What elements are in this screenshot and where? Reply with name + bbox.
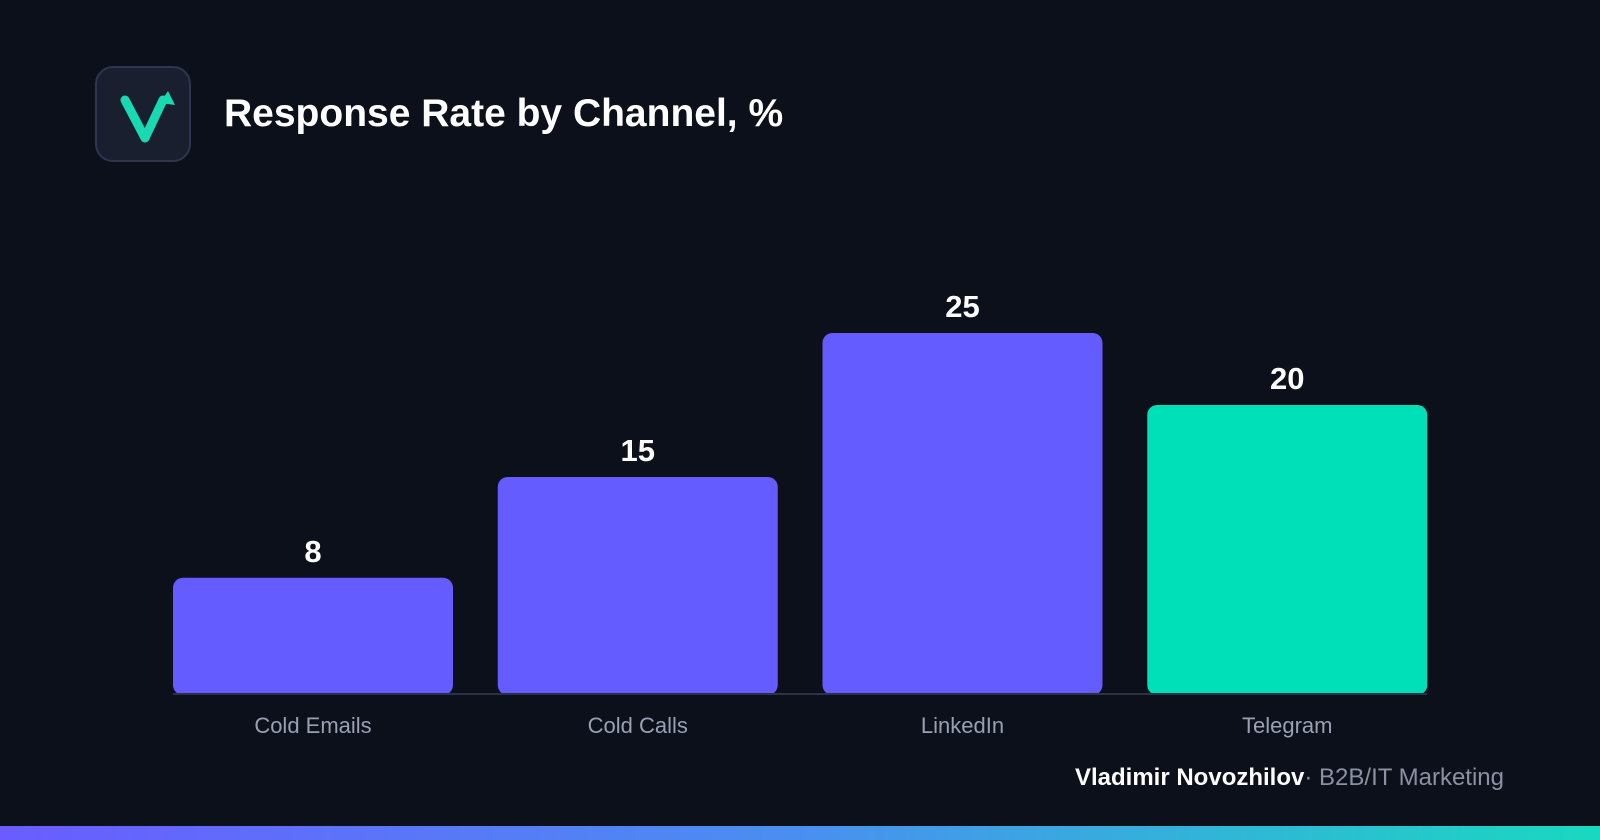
bar-linkedin xyxy=(822,333,1103,695)
bar-telegram xyxy=(1147,405,1428,695)
data-label: 15 xyxy=(621,433,655,468)
footer-tagline: B2B/IT Marketing xyxy=(1319,764,1504,791)
bottom-gradient-bar xyxy=(0,826,1600,840)
x-tick-label: LinkedIn xyxy=(921,713,1004,738)
bar-cold-calls xyxy=(497,477,778,695)
checkmark-arrow-icon xyxy=(120,91,175,143)
data-label: 25 xyxy=(945,289,979,324)
x-tick-label: Cold Emails xyxy=(254,713,371,738)
bar-cold-emails xyxy=(173,577,453,695)
data-label: 20 xyxy=(1270,361,1304,396)
x-tick-label: Cold Calls xyxy=(588,713,688,738)
chart-title: Response Rate by Channel, % xyxy=(224,92,784,135)
footer-separator: · xyxy=(1304,764,1313,791)
footer-author: Vladimir Novozhilov xyxy=(1074,764,1305,791)
logo-tile xyxy=(95,66,191,162)
footer-credit: Vladimir Novozhilov· B2B/IT Marketing xyxy=(1075,762,1504,794)
data-label: 8 xyxy=(304,534,321,569)
x-tick-label: Telegram xyxy=(1242,713,1332,738)
